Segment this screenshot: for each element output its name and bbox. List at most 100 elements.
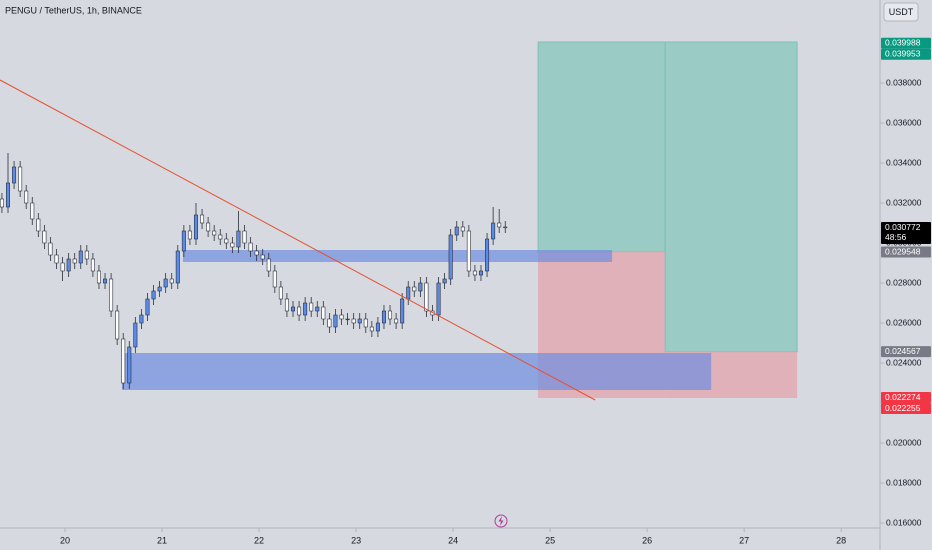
candle-body	[454, 226, 459, 236]
price-label: 0.039988	[885, 37, 921, 47]
candle-body	[309, 302, 314, 312]
candle-body	[6, 182, 11, 208]
candle-body	[254, 250, 259, 256]
candle-body	[218, 234, 223, 240]
y-tick-label: 0.028000	[886, 277, 922, 287]
candle-body	[212, 230, 217, 236]
price-label: 0.039953	[885, 48, 921, 58]
candle-body	[303, 302, 308, 316]
candle-body	[84, 250, 89, 260]
price-label-bg	[881, 48, 931, 60]
replay-icon[interactable]	[494, 514, 508, 528]
candle-body	[230, 242, 235, 248]
y-tick-label: 0.020000	[886, 437, 922, 447]
zone	[122, 353, 712, 390]
y-tick-label: 0.032000	[886, 197, 922, 207]
trendline	[0, 79, 596, 401]
candle-body	[12, 166, 17, 184]
candle-body	[466, 230, 471, 272]
candle-body	[200, 214, 205, 224]
price-label-bg	[881, 222, 931, 245]
candle-body	[127, 346, 132, 384]
price-label-bg	[881, 392, 931, 404]
price-label-bg	[881, 403, 931, 415]
candle-body	[36, 218, 41, 232]
candle-body	[60, 262, 65, 272]
candle-body	[400, 298, 405, 324]
candle-body	[72, 258, 77, 264]
candle-body	[418, 282, 423, 292]
candle-body	[388, 310, 393, 320]
candle-body	[485, 238, 490, 272]
y-tick-label: 0.026000	[886, 317, 922, 327]
candle-body	[315, 306, 320, 312]
candle-body	[381, 310, 386, 324]
candle-body	[272, 270, 277, 288]
candle-body	[48, 242, 53, 256]
candle-body	[375, 322, 380, 332]
candle-body	[42, 230, 47, 244]
price-label: 0.022255	[885, 403, 921, 413]
target-zone	[664, 41, 798, 353]
candle-body	[18, 166, 23, 192]
x-tick-label: 28	[836, 535, 846, 545]
candle-body	[472, 270, 477, 276]
candle-body	[187, 230, 192, 240]
currency-button[interactable]	[883, 2, 919, 22]
candle-body	[66, 258, 71, 272]
candle-body	[448, 234, 453, 280]
y-tick-label: 0.036000	[886, 117, 922, 127]
candle-body	[133, 322, 138, 348]
y-tick-label: 0.038000	[886, 77, 922, 87]
candle-body	[278, 286, 283, 300]
candle-body	[242, 230, 247, 244]
candle-body	[121, 338, 126, 384]
candle-body	[394, 318, 399, 324]
candle-body	[442, 278, 447, 284]
candle-body	[339, 314, 344, 320]
candle-body	[497, 222, 502, 228]
candle-body	[491, 222, 496, 240]
price-label: 0.029548	[885, 246, 921, 256]
y-tick-label: 0.016000	[886, 517, 922, 527]
y-tick-label: 0.034000	[886, 157, 922, 167]
price-label-bg	[881, 246, 931, 258]
candle-body	[224, 238, 229, 244]
candle-body	[206, 222, 211, 232]
currency-label[interactable]: USDT	[889, 7, 914, 17]
candle-body	[115, 310, 120, 340]
candle-body	[260, 254, 265, 260]
candle-body	[412, 286, 417, 292]
candle-body	[363, 318, 368, 328]
candle-body	[333, 314, 338, 328]
candle-body	[181, 230, 186, 252]
price-label: 0.024567	[885, 346, 921, 356]
candle-body	[0, 198, 4, 208]
candle-body	[193, 214, 198, 240]
candle-body	[321, 306, 326, 320]
candle-body	[151, 290, 156, 300]
plot-area	[0, 41, 798, 401]
candle-body	[236, 230, 241, 248]
candle-body	[169, 278, 174, 284]
candle-body	[291, 306, 296, 312]
y-tick-label: 0.024000	[886, 357, 922, 367]
price-label: 0.022274	[885, 392, 921, 402]
candle-body	[54, 254, 59, 264]
candle-body	[96, 270, 101, 284]
icon-bolt[interactable]	[498, 516, 504, 526]
candle-body	[436, 282, 441, 316]
x-tick-label: 25	[545, 535, 555, 545]
candle-body	[406, 286, 411, 300]
candle-body	[478, 270, 483, 276]
candle-body	[357, 318, 362, 324]
icon-circle[interactable]	[494, 514, 508, 528]
candle-body	[24, 190, 29, 204]
target-zone	[537, 41, 666, 253]
candle-body	[78, 250, 83, 264]
x-tick-label: 21	[157, 535, 167, 545]
x-tick-label: 22	[254, 535, 264, 545]
candle-body	[103, 278, 108, 284]
candle-body	[109, 278, 114, 312]
